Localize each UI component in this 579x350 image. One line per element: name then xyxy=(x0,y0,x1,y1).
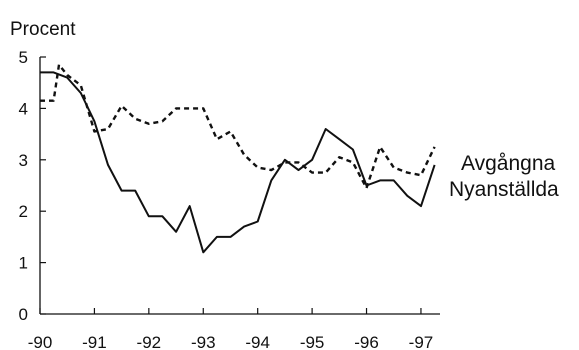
series-group xyxy=(40,63,436,254)
y-tick-label: 1 xyxy=(19,254,28,273)
y-tick-label: 5 xyxy=(19,48,28,67)
x-tick-label: -96 xyxy=(354,333,379,350)
x-tick-label: -93 xyxy=(191,333,216,350)
x-tick-label: -90 xyxy=(28,333,53,350)
y-axis-label: Procent xyxy=(10,19,76,40)
legend-label-avgangna: Avgångna xyxy=(461,152,556,175)
x-tick-label: -97 xyxy=(409,333,434,350)
x-axis-ticks: -90 -91 -92 -93 -94 -95 -96 -97 xyxy=(28,308,434,350)
y-tick-label: 0 xyxy=(19,305,28,324)
series-line-nyanst-llda xyxy=(40,71,436,254)
y-tick-label: 3 xyxy=(19,151,28,170)
y-axis-ticks: 0 1 2 3 4 5 xyxy=(19,48,46,324)
x-tick-label: -95 xyxy=(300,333,325,350)
series-line-avg-ngna xyxy=(40,63,436,190)
legend: Avgångna Nyanställda xyxy=(449,152,559,201)
axes xyxy=(39,57,440,315)
y-tick-label: 4 xyxy=(19,99,28,118)
x-tick-label: -91 xyxy=(82,333,107,350)
legend-label-nyanstallda: Nyanställda xyxy=(449,178,559,201)
x-tick-label: -94 xyxy=(245,333,270,350)
x-tick-label: -92 xyxy=(137,333,162,350)
y-tick-label: 2 xyxy=(19,202,28,221)
